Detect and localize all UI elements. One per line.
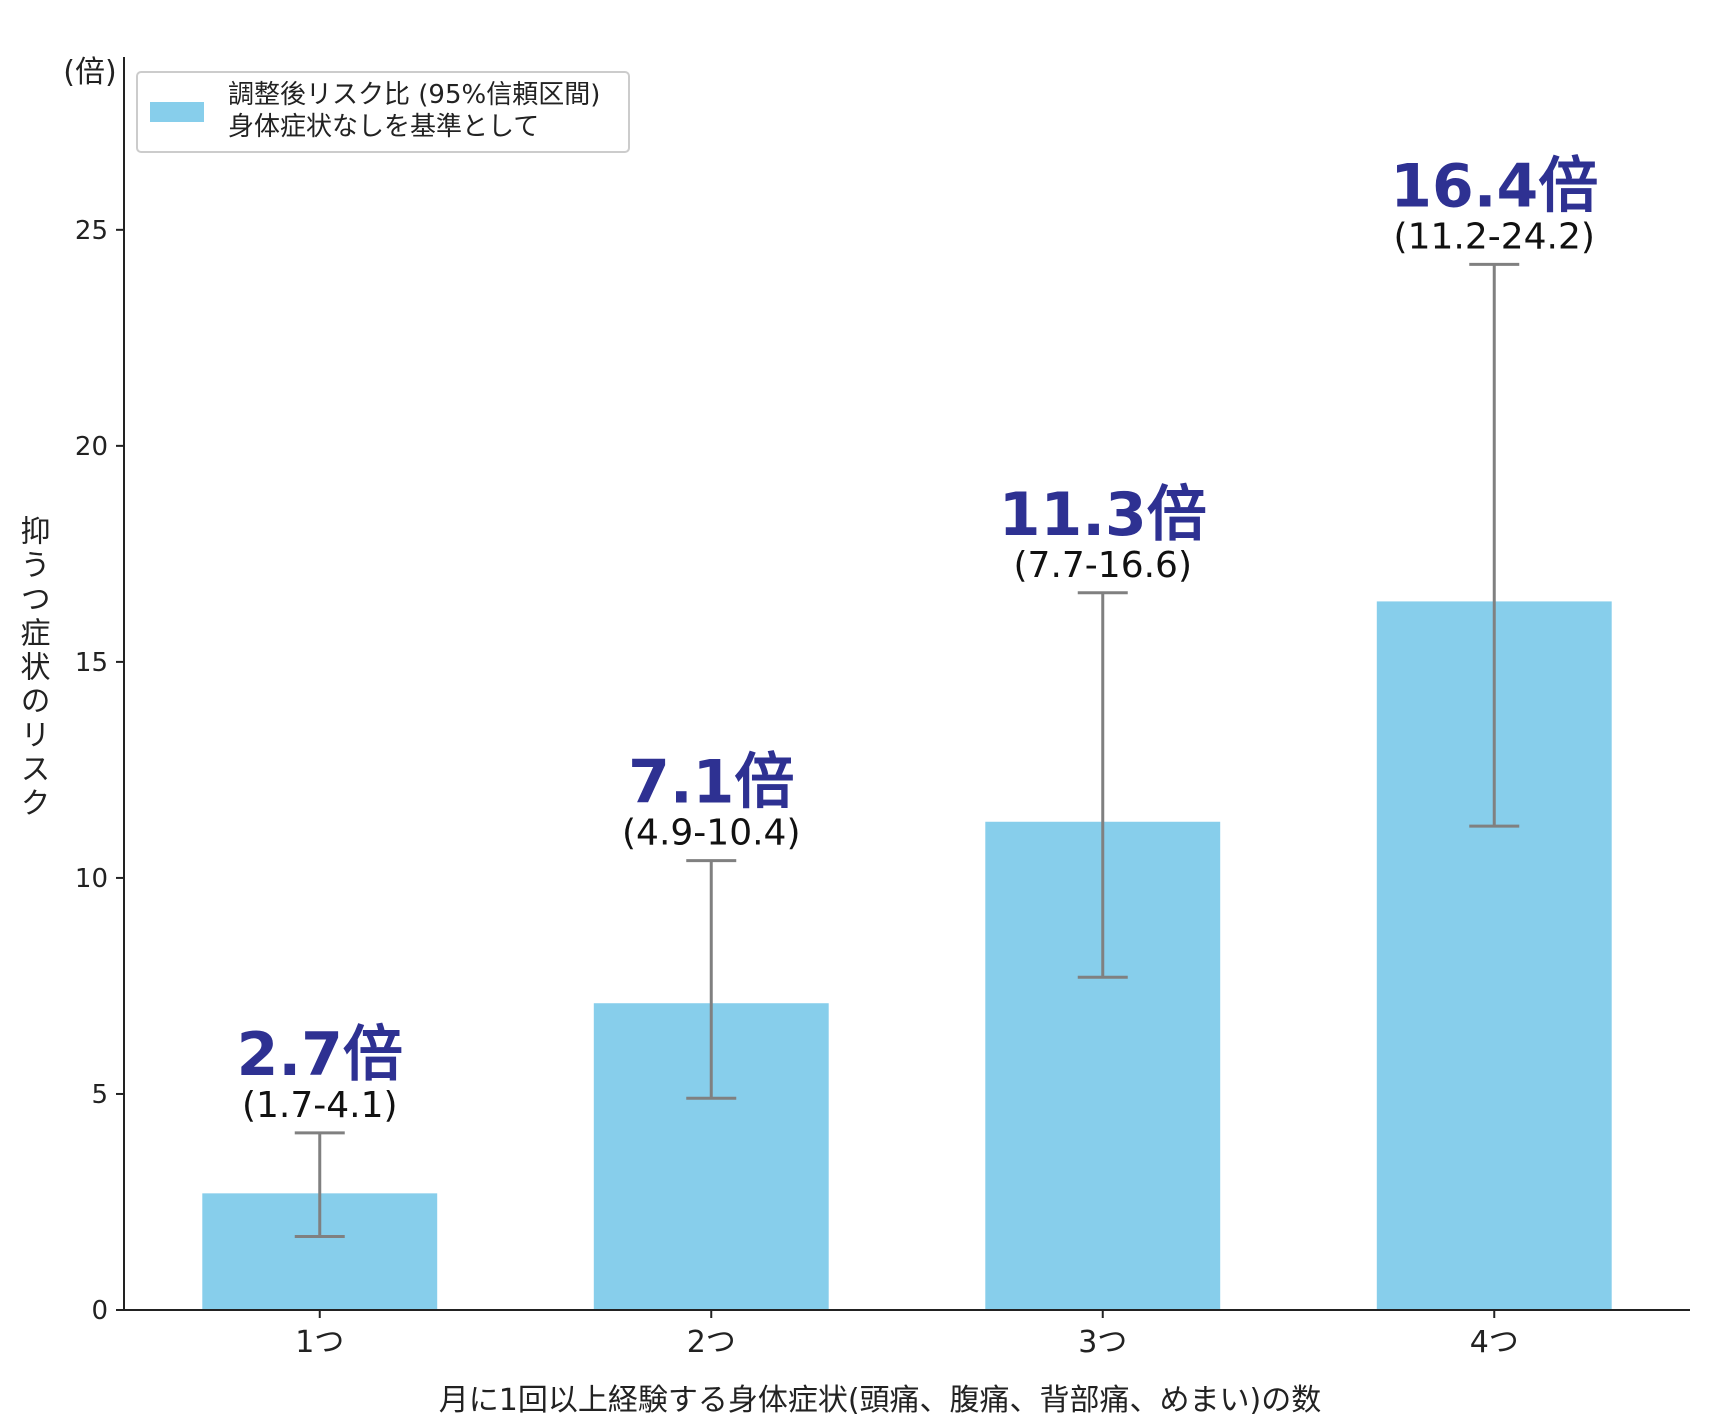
x-axis-title: 月に1回以上経験する身体症状(頭痛、腹痛、背部痛、めまい)の数 xyxy=(439,1383,1322,1418)
x-tick-label: 3つ xyxy=(1078,1325,1127,1360)
ci-label-3: (7.7-16.6) xyxy=(1014,545,1193,586)
value-label-2: 7.1倍 xyxy=(628,748,794,818)
errorbar-1 xyxy=(294,1131,345,1239)
legend: 調整後リスク比 (95%信頼区間) 身体症状なしを基準として xyxy=(136,71,630,153)
legend-line-2: 身体症状なしを基準として xyxy=(228,112,539,142)
y-tick-label: 25 xyxy=(75,216,108,246)
legend-swatch xyxy=(150,102,204,122)
errorbar-3 xyxy=(1077,591,1128,979)
value-label-3: 11.3倍 xyxy=(999,480,1207,550)
legend-line-1: 調整後リスク比 (95%信頼区間) xyxy=(228,80,600,110)
errorbar-4 xyxy=(1469,262,1520,828)
value-label-4: 16.4倍 xyxy=(1390,151,1598,221)
ci-label-2: (4.9-10.4) xyxy=(622,813,801,854)
y-tick-label: 0 xyxy=(91,1296,108,1326)
x-tick-label: 4つ xyxy=(1470,1325,1519,1360)
value-label-1: 2.7倍 xyxy=(237,1020,403,1090)
x-tick-label: 2つ xyxy=(687,1325,736,1360)
y-tick-label: 5 xyxy=(91,1080,108,1110)
ci-label-4: (11.2-24.2) xyxy=(1394,216,1595,257)
y-tick-label: 10 xyxy=(75,864,108,894)
y-axis-title: 抑うつ症状のリスク xyxy=(15,515,51,821)
ci-label-1: (1.7-4.1) xyxy=(242,1085,398,1126)
errorbar-2 xyxy=(686,859,737,1100)
y-unit-label: (倍) xyxy=(63,55,116,90)
y-tick-label: 20 xyxy=(75,432,108,462)
legend-box xyxy=(136,71,630,153)
y-tick-label: 15 xyxy=(75,648,108,678)
x-tick-label: 1つ xyxy=(295,1325,344,1360)
